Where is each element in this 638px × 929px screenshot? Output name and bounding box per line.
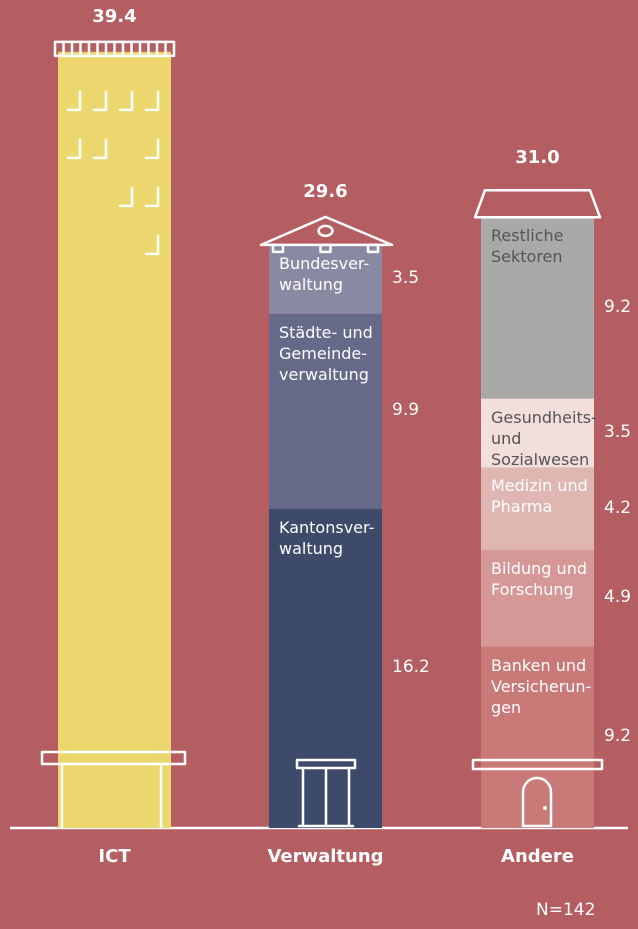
segment-name: Kantonsver- waltung — [279, 517, 374, 559]
chart: N=142 39.4 ICT Kantonsver- waltung 16.2 Städ… — [0, 0, 638, 929]
segment-name: Bundesver- waltung — [279, 253, 369, 295]
segment-name: Medizin und Pharma — [491, 475, 588, 517]
decoration — [475, 190, 600, 217]
note: N=142 — [536, 900, 595, 921]
decoration — [543, 806, 547, 810]
value-label: 4.2 — [604, 498, 631, 519]
bar-segment — [58, 52, 171, 828]
value-label: 16.2 — [392, 657, 430, 678]
segment-name: Gesundheits- und Sozialwesen — [491, 407, 597, 470]
value-label: 9.2 — [604, 726, 631, 747]
value-label: 3.5 — [392, 268, 419, 289]
total-label: 31.0 — [478, 147, 598, 168]
x-tick-label: Verwaltung — [246, 846, 406, 867]
decoration — [319, 226, 333, 236]
segment-name: Banken und Versicherun- gen — [491, 655, 591, 718]
segment-name: Städte- und Gemeinde- verwaltung — [279, 322, 373, 385]
value-label: 9.2 — [604, 297, 631, 318]
decoration — [261, 217, 392, 245]
value-label: 4.9 — [604, 587, 631, 608]
value-label: 9.9 — [392, 400, 419, 421]
value-label: 3.5 — [604, 422, 631, 443]
segment-name: Bildung und Forschung — [491, 558, 587, 600]
total-label: 39.4 — [55, 6, 175, 27]
segment-name: Restliche Sektoren — [491, 225, 564, 267]
x-tick-label: Andere — [458, 846, 618, 867]
x-tick-label: ICT — [35, 846, 195, 867]
total-label: 29.6 — [266, 181, 386, 202]
